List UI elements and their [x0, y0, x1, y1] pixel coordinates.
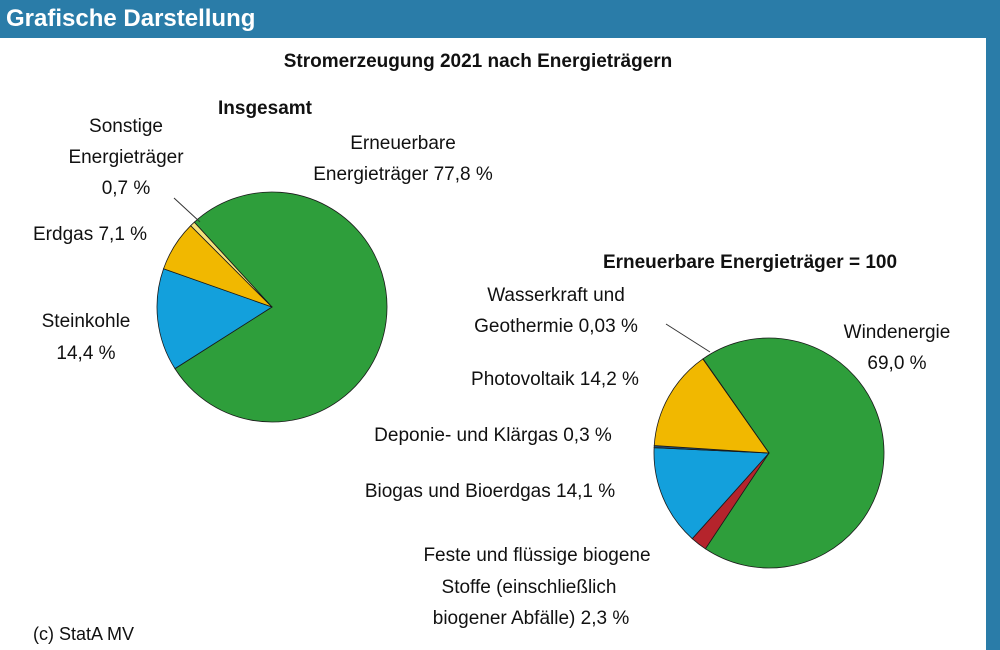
label-photovoltaik: Photovoltaik 14,2 % — [471, 369, 639, 390]
pie1-slice-steinkohle — [156, 268, 273, 370]
header-title: Grafische Darstellung — [6, 5, 256, 32]
pie2-slice-biogas-und-bioerdgas — [653, 447, 770, 540]
label-erneuerbare-line2: Energieträger 77,8 % — [313, 164, 493, 185]
pie2-slice-wasserkraft-und-geothermie — [702, 358, 770, 454]
pie2-slice-photovoltaik — [653, 358, 770, 454]
label-windenergie-line2: 69,0 % — [867, 353, 926, 374]
label-deponie: Deponie- und Klärgas 0,3 % — [374, 425, 612, 446]
label-erdgas: Erdgas 7,1 % — [33, 224, 147, 245]
pie1-slice-erneuerbare-energietrager — [174, 191, 388, 423]
pie-erneuerbare — [653, 337, 885, 569]
pie1-heading: Insgesamt — [218, 98, 313, 119]
pie2-heading: Erneuerbare Energieträger = 100 — [603, 252, 897, 273]
label-feste-line2: Stoffe (einschließlich — [442, 577, 617, 598]
label-erneuerbare-line1: Erneuerbare — [350, 133, 456, 154]
leader-sonstige — [173, 197, 201, 223]
label-windenergie-line1: Windenergie — [844, 322, 951, 343]
header-bar: Grafische Darstellung — [0, 0, 1000, 38]
label-sonstige-line1: Sonstige — [89, 116, 163, 137]
label-biogas: Biogas und Bioerdgas 14,1 % — [365, 481, 615, 502]
pie1-slice-sonstige-energietrager — [190, 221, 273, 308]
label-steinkohle-line2: 14,4 % — [56, 343, 115, 364]
copyright: (c) StatA MV — [33, 624, 134, 644]
leader-wasserkraft — [665, 323, 711, 353]
label-wasserkraft-line2: Geothermie 0,03 % — [474, 316, 638, 337]
label-feste-line3: biogener Abfälle) 2,3 % — [433, 608, 630, 629]
pie2-slice-windenergie — [702, 337, 885, 569]
label-sonstige-line2: Energieträger — [68, 147, 184, 168]
label-steinkohle-line1: Steinkohle — [42, 311, 131, 332]
chart-title: Stromerzeugung 2021 nach Energieträgern — [284, 51, 673, 72]
pie-insgesamt — [156, 191, 388, 423]
label-wasserkraft-line1: Wasserkraft und — [487, 285, 625, 306]
label-sonstige-line3: 0,7 % — [102, 178, 151, 199]
label-feste-line1: Feste und flüssige biogene — [423, 545, 650, 566]
